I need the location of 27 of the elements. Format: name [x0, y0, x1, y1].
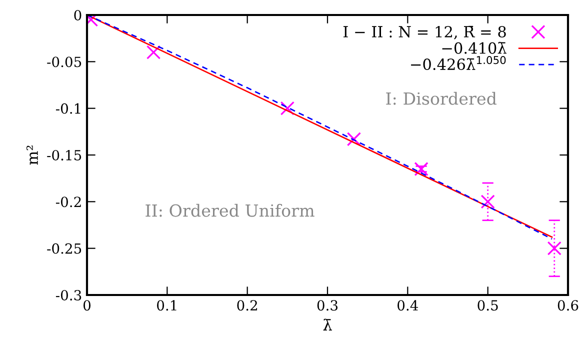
- x-tick-label: 0.2: [237, 300, 258, 311]
- y-axis-title: m²: [26, 146, 38, 165]
- x-tick-label: 0.6: [558, 300, 578, 311]
- legend-label: I − II : N = 12, R̄ = 8: [343, 26, 506, 40]
- y-tick-label: -0.3: [56, 290, 82, 300]
- x-tick-label: 0.1: [157, 300, 176, 311]
- y-tick-label: -0.1: [56, 103, 80, 114]
- y-tick-label: -0.2: [56, 196, 81, 208]
- point: [280, 101, 294, 116]
- point: [414, 162, 428, 176]
- annotation: II: Ordered Uniform: [146, 204, 314, 217]
- point: [547, 241, 562, 256]
- annotation: I: Disordered: [386, 92, 497, 105]
- point: [346, 132, 362, 146]
- y-tick-label: -0.25: [47, 243, 82, 254]
- y-tick-label: -0.05: [47, 56, 82, 68]
- y-tick-label: 0: [74, 10, 82, 20]
- y-tick-label: -0.15: [47, 150, 82, 160]
- x-axis-title: λ̄: [323, 318, 332, 330]
- point: [480, 194, 495, 209]
- legend-label: −0.426λ̄$^{1.050}$: [411, 56, 506, 70]
- point: [146, 45, 161, 60]
- legend-label: −0.410λ̄: [442, 42, 506, 54]
- x-tick-label: 0.3: [317, 300, 338, 311]
- x-tick-label: 0: [83, 300, 90, 311]
- x-tick-label: 0.4: [398, 300, 418, 311]
- x-tick-label: 0.5: [478, 300, 498, 311]
